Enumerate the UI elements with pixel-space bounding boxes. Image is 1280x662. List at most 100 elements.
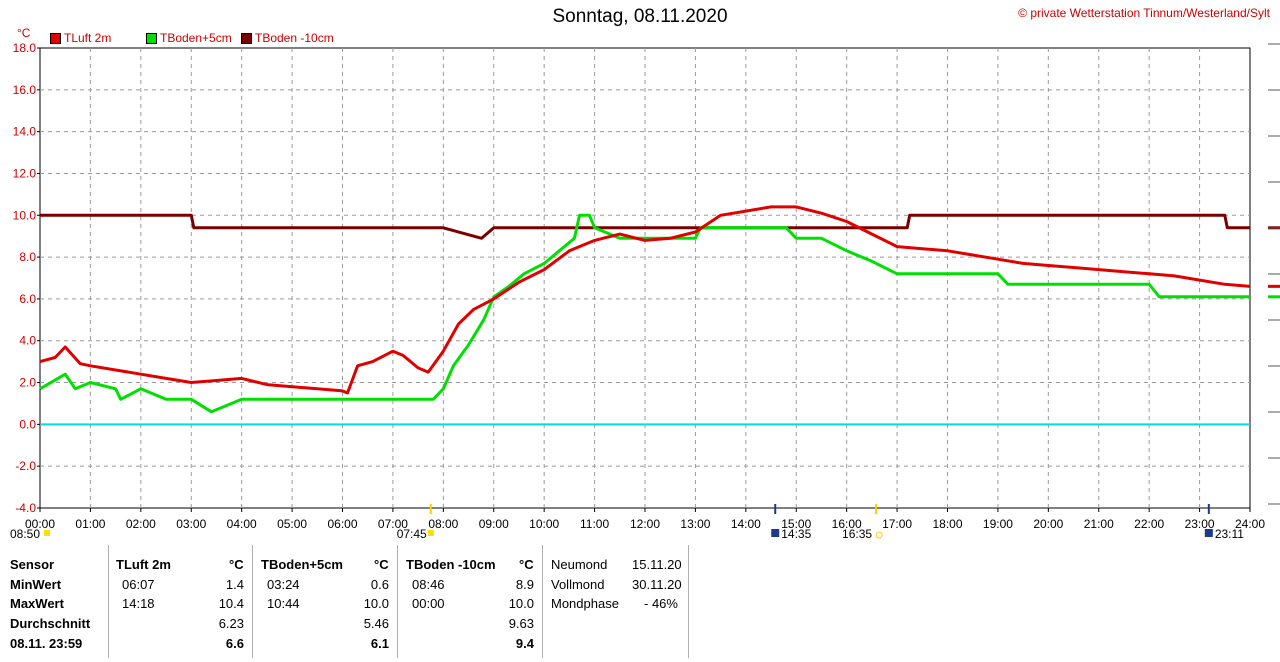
row-label-avg: Durchschnitt (10, 616, 91, 631)
legend-label: TLuft 2m (64, 31, 112, 45)
x-tick-label: 03:00 (176, 517, 206, 531)
stats-table: Sensor MinWert MaxWert Durchschnitt 08.1… (0, 545, 690, 662)
avg-value: 9.63 (508, 616, 534, 631)
moonset-marker-label: 23:11 (1215, 527, 1244, 541)
col-unit: °C (519, 557, 534, 572)
x-tick-label: 06:00 (327, 517, 357, 531)
y-tick-label: 2.0 (19, 376, 36, 390)
x-tick-label: 17:00 (882, 517, 912, 531)
legend-swatch-green (146, 32, 157, 44)
chart-title: Sonntag, 08.11.2020 (552, 6, 728, 27)
y-tick-label: 10.0 (13, 208, 37, 222)
x-tick-label: 10:00 (529, 517, 559, 531)
legend-swatch-darkred (241, 32, 252, 44)
x-tick-label: 11:00 (580, 517, 609, 531)
series-line-tboden10 (40, 213, 1250, 240)
max-value: 10.0 (363, 596, 389, 611)
x-tick-label: 18:00 (932, 517, 962, 531)
temperature-chart: 18.0 16.0 14.0 12.0 10.0 8.0 6.0 4.0 2.0 0.0 -2.0 -… (10, 41, 1280, 541)
min-time: 06:07 (122, 577, 155, 592)
x-tick-label: 19:00 (983, 517, 1013, 531)
table-divider (252, 545, 253, 658)
x-tick-label: 08:00 (428, 517, 458, 531)
x-tick-label: 16:00 (832, 517, 862, 531)
x-tick-label: 23:00 (1185, 517, 1215, 531)
x-tick-label: 13:00 (680, 517, 710, 531)
row-label-current: 08.11. 23:59 (10, 636, 83, 651)
min-time: 03:24 (267, 577, 300, 592)
col-header-tboden10: TBoden -10cm (406, 557, 496, 572)
x-tick-label: 05:00 (277, 517, 307, 531)
col-unit: °C (374, 557, 389, 572)
y-tick-label: 16.0 (13, 83, 37, 97)
row-label-min: MinWert (10, 577, 62, 592)
max-time: 10:44 (267, 596, 300, 611)
x-tick-label: 09:00 (479, 517, 509, 531)
min-value: 0.6 (370, 577, 389, 592)
max-value: 10.4 (218, 596, 244, 611)
current-value: 6.6 (225, 636, 244, 651)
legend-label: TBoden -10cm (255, 31, 334, 45)
moonset-icon (1204, 529, 1213, 537)
x-tick-label: 21:00 (1084, 517, 1114, 531)
min-value: 8.9 (515, 577, 534, 592)
x-tick-label: 07:00 (378, 517, 408, 531)
col-header-tluft: TLuft 2m (116, 557, 171, 572)
x-tick-label: 14:00 (731, 517, 761, 531)
sunset-marker-label: 16:35 (842, 527, 872, 541)
series-line-tboden5 (39, 213, 1250, 414)
x-tick-label: 00:00 (25, 517, 55, 531)
series-line-tluft (39, 205, 1251, 395)
plot-area (39, 47, 1251, 509)
left-time-icon (44, 530, 50, 536)
table-divider (397, 545, 398, 658)
x-tick-label: 01:00 (75, 517, 105, 531)
avg-value: 5.46 (363, 616, 389, 631)
left-time-label: 08:50 (10, 527, 40, 541)
moonrise-icon (771, 529, 780, 537)
moon-value: 15.11.20 (632, 557, 682, 572)
table-divider (108, 545, 109, 658)
col-unit: °C (229, 557, 244, 572)
max-time: 00:00 (412, 596, 445, 611)
sunrise-icon (427, 530, 434, 536)
row-label-max: MaxWert (10, 596, 64, 611)
x-tick-label: 24:00 (1235, 517, 1265, 531)
col-header-tboden5: TBoden+5cm (261, 557, 343, 572)
moonrise-marker-label: 14:35 (781, 527, 811, 541)
x-tick-label: 20:00 (1033, 517, 1063, 531)
station-credit: © private Wetterstation Tinnum/Westerlan… (1018, 6, 1270, 20)
moon-label: Vollmond (551, 577, 605, 592)
current-value: 6.1 (370, 636, 389, 651)
y-tick-label: 4.0 (19, 334, 36, 348)
y-tick-label: -2.0 (15, 459, 36, 473)
min-value: 1.4 (225, 577, 244, 592)
x-tick-label: 04:00 (227, 517, 257, 531)
legend-swatch-red (50, 32, 61, 44)
y-tick-label: 18.0 (13, 41, 37, 55)
min-time: 08:46 (412, 577, 445, 592)
moon-value: 30.11.20 (632, 577, 682, 592)
y-tick-label: 8.0 (19, 250, 36, 264)
x-tick-label: 15:00 (781, 517, 811, 531)
y-tick-label: 12.0 (13, 166, 37, 180)
y-tick-label: 6.0 (19, 292, 36, 306)
max-value: 10.0 (508, 596, 534, 611)
x-tick-label: 02:00 (126, 517, 156, 531)
legend-label: TBoden+5cm (160, 31, 232, 45)
sunset-icon (875, 531, 883, 539)
current-value: 9.4 (515, 636, 534, 651)
moon-label: Mondphase (551, 596, 619, 611)
moon-label: Neumond (551, 557, 608, 572)
legend-item-tluft: TLuft 2m (50, 31, 111, 45)
row-label-sensor: Sensor (10, 557, 55, 572)
avg-value: 6.23 (218, 616, 244, 631)
y-tick-label: 14.0 (13, 125, 37, 139)
y-axis-unit: °C (17, 26, 31, 40)
table-divider (688, 545, 689, 658)
y-tick-label: 0.0 (19, 417, 36, 431)
legend-item-tboden5: TBoden+5cm (146, 31, 232, 45)
sunrise-marker-label: 07:45 (397, 527, 427, 541)
max-time: 14:18 (122, 596, 155, 611)
x-tick-label: 12:00 (630, 517, 660, 531)
